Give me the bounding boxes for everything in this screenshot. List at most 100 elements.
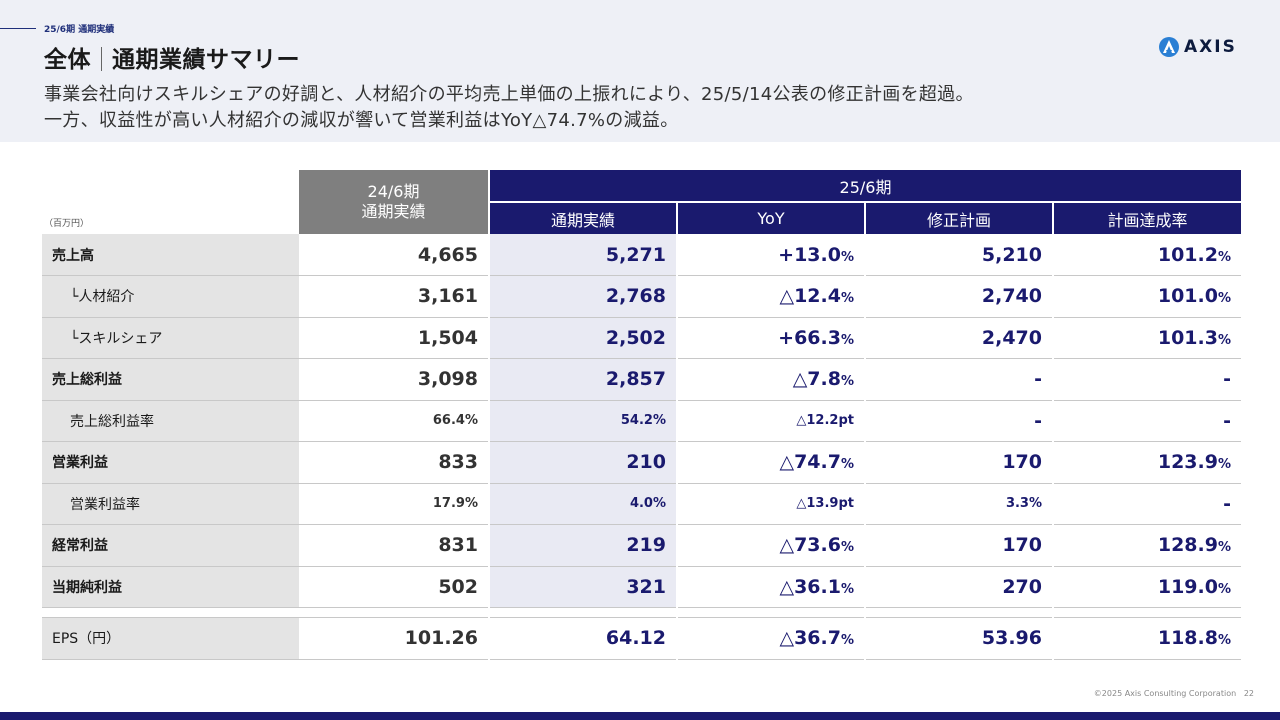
- cell-yoy-value: △7.8: [792, 368, 841, 391]
- cell-prev-value: 831: [438, 534, 478, 557]
- cell-plan-value: 2,740: [981, 285, 1042, 308]
- cell-achievement-value: 101.0: [1157, 285, 1218, 308]
- cell-plan: 5,210: [864, 234, 1053, 276]
- eps-achievement-unit: %: [1217, 633, 1231, 649]
- row-label: 売上総利益率: [42, 400, 299, 442]
- cell-achievement-unit: %: [1217, 457, 1231, 473]
- cell-plan-unit: %: [1028, 496, 1042, 512]
- cell-yoy-value: △12.4: [779, 285, 841, 308]
- cell-prev: 3,161: [299, 275, 489, 318]
- axis-logo: AXIS: [1158, 36, 1237, 58]
- cell-plan: 170: [864, 524, 1053, 567]
- cell-current: 321: [488, 566, 677, 608]
- cell-current-unit: %: [652, 496, 666, 512]
- table-row: 営業利益率 17.9% 4.0% △13.9pt 3.3% -: [42, 483, 1241, 525]
- cell-yoy-unit: %: [840, 249, 854, 265]
- cell-plan-value: 2,470: [981, 326, 1042, 349]
- cell-achievement-unit: %: [1217, 581, 1231, 597]
- logo-text: AXIS: [1184, 37, 1237, 57]
- cell-current: 4.0%: [488, 483, 677, 525]
- cell-achievement-value: -: [1223, 492, 1231, 515]
- title-separator: [101, 47, 102, 71]
- row-label: 経常利益: [42, 524, 299, 567]
- eps-prev-value: 101.26: [404, 627, 478, 650]
- cell-yoy-value: △74.7: [779, 451, 841, 474]
- cell-yoy: △12.2pt: [676, 400, 865, 442]
- cell-prev-value: 3,098: [417, 368, 478, 391]
- header-prev-line2: 通期実績: [361, 202, 426, 221]
- cell-achievement-unit: %: [1217, 291, 1231, 307]
- cell-yoy-unit: %: [840, 291, 854, 307]
- cell-prev: 4,665: [299, 234, 489, 276]
- cell-achievement-value: 123.9: [1157, 451, 1218, 474]
- table-row: 営業利益 833 210 △74.7% 170 123.9%: [42, 441, 1241, 484]
- eps-yoy: △36.7%: [676, 617, 865, 660]
- cell-current-value: 210: [626, 451, 666, 474]
- title-sub: 通期業績サマリー: [112, 47, 300, 73]
- cell-plan-value: -: [1034, 368, 1042, 391]
- copyright: ©2025 Axis Consulting Corporation 22: [1094, 689, 1254, 698]
- cell-achievement-unit: %: [1217, 249, 1231, 265]
- cell-yoy: △36.1%: [676, 566, 865, 608]
- cell-achievement: -: [1052, 358, 1241, 401]
- gap-cell: [677, 607, 865, 618]
- cell-prev-value: 3,161: [417, 285, 478, 308]
- cell-current: 219: [488, 524, 677, 567]
- eps-plan: 53.96: [864, 617, 1053, 660]
- table-row: 売上高 4,665 5,271 +13.0% 5,210 101.2%: [42, 234, 1241, 276]
- eps-current: 64.12: [488, 617, 677, 660]
- cell-yoy: △13.9pt: [676, 483, 865, 525]
- eps-plan-value: 53.96: [981, 627, 1042, 650]
- cell-yoy: +13.0%: [676, 234, 865, 276]
- table-row: └スキルシェア 1,504 2,502 +66.3% 2,470 101.3%: [42, 317, 1241, 359]
- lead-line-1: 事業会社向けスキルシェアの好調と、人材紹介の平均売上単価の上振れにより、25/5…: [44, 84, 974, 105]
- cell-achievement-value: 119.0: [1157, 575, 1218, 598]
- cell-achievement: 101.3%: [1052, 317, 1241, 359]
- cell-achievement: -: [1052, 483, 1241, 525]
- header-prev-line1: 24/6期: [367, 182, 420, 201]
- cell-plan: 2,470: [864, 317, 1053, 359]
- cell-achievement: 123.9%: [1052, 441, 1241, 484]
- cell-yoy: △73.6%: [676, 524, 865, 567]
- cell-prev: 833: [299, 441, 489, 484]
- table-row: └人材紹介 3,161 2,768 △12.4% 2,740 101.0%: [42, 275, 1241, 318]
- row-label: 売上高: [42, 234, 299, 276]
- cell-achievement-unit: %: [1217, 540, 1231, 556]
- lead-text: 事業会社向けスキルシェアの好調と、人材紹介の平均売上単価の上振れにより、25/5…: [44, 82, 974, 134]
- cell-achievement-value: -: [1223, 368, 1231, 391]
- cell-yoy: +66.3%: [676, 317, 865, 359]
- cell-yoy: △74.7%: [676, 441, 865, 484]
- cell-achievement-value: 128.9: [1157, 534, 1218, 557]
- table-row: 売上総利益率 66.4% 54.2% △12.2pt - -: [42, 400, 1241, 442]
- row-label: 営業利益: [42, 441, 299, 484]
- eps-achievement-value: 118.8: [1157, 627, 1218, 650]
- cell-prev-value: 17.9: [432, 496, 465, 512]
- eps-yoy-value: △36.7: [779, 627, 841, 650]
- cell-prev: 66.4%: [299, 400, 489, 442]
- row-label: └人材紹介: [42, 275, 299, 318]
- cell-current-unit: %: [652, 413, 666, 429]
- cell-yoy-unit: %: [840, 374, 854, 390]
- copyright-text: ©2025 Axis Consulting Corporation: [1093, 689, 1237, 698]
- gap-cell: [865, 607, 1053, 618]
- cell-yoy-unit: %: [840, 457, 854, 473]
- eps-current-value: 64.12: [605, 627, 666, 650]
- cell-achievement: -: [1052, 400, 1241, 442]
- cell-current-value: 219: [626, 534, 666, 557]
- summary-table: 24/6期 通期実績 25/6期 通期実績 YoY 修正計画 計画達成率 売上高…: [42, 170, 1241, 660]
- row-label: 営業利益率: [42, 483, 299, 525]
- cell-yoy-value: △13.9: [796, 496, 839, 512]
- cell-prev: 17.9%: [299, 483, 489, 525]
- cell-achievement: 119.0%: [1052, 566, 1241, 608]
- header-current-period: 25/6期: [488, 170, 1241, 202]
- cell-plan-value: 170: [1002, 534, 1042, 557]
- cell-plan: -: [864, 358, 1053, 401]
- gap-cell: [42, 607, 299, 618]
- cell-plan: 3.3%: [864, 483, 1053, 525]
- header-achievement: 計画達成率: [1052, 201, 1241, 234]
- cell-current: 2,768: [488, 275, 677, 318]
- header-actual: 通期実績: [488, 201, 677, 234]
- cell-current-value: 2,502: [605, 326, 666, 349]
- gap-cell: [489, 607, 677, 618]
- eps-yoy-unit: %: [840, 633, 854, 649]
